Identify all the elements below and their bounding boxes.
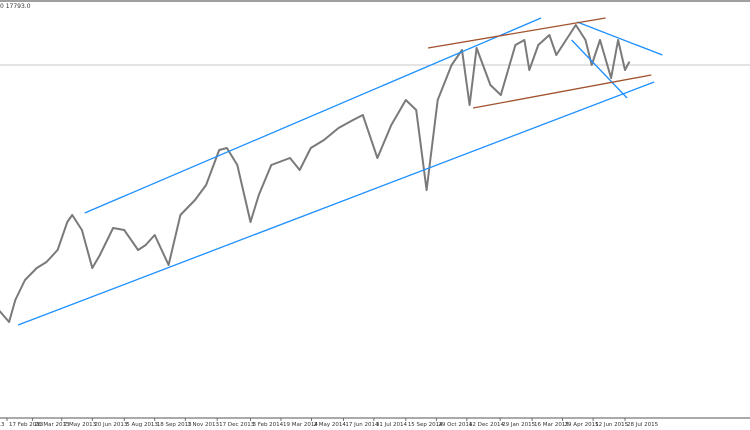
trendline-0[interactable] xyxy=(84,17,542,214)
price-point xyxy=(8,321,10,323)
x-tick-label-partial: 013 xyxy=(0,422,5,428)
price-point xyxy=(405,99,407,101)
price-point xyxy=(249,221,252,223)
price-point xyxy=(468,104,471,106)
x-tick-label: 2 May 2014 xyxy=(313,422,346,428)
x-tick-label: 15 Sep 2014 xyxy=(408,422,443,428)
x-tick-label: 18 Sep 2013 xyxy=(157,422,192,428)
price-point xyxy=(390,124,393,126)
price-point xyxy=(36,267,38,269)
price-point xyxy=(528,69,531,71)
price-point xyxy=(123,229,126,231)
x-tick-label: 29 Jan 2015 xyxy=(502,422,535,428)
price-point xyxy=(167,264,170,266)
price-point xyxy=(309,147,312,149)
price-point xyxy=(205,184,207,186)
price-point xyxy=(179,214,182,216)
trendline-3[interactable] xyxy=(571,39,628,99)
price-series-line xyxy=(0,24,631,323)
price-point xyxy=(270,164,273,166)
price-point xyxy=(14,299,17,301)
x-tick-label: 26 Mar 2013 xyxy=(35,422,70,428)
price-point xyxy=(548,34,551,36)
price-point xyxy=(66,221,69,223)
price-point xyxy=(226,147,228,149)
price-point xyxy=(590,64,593,66)
price-point xyxy=(628,61,630,63)
price-point xyxy=(436,99,439,101)
price-point xyxy=(323,139,325,141)
price-point xyxy=(218,149,221,151)
price-point xyxy=(475,47,478,49)
x-tick-label: 12 Dec 2014 xyxy=(469,422,505,428)
x-tick-label: 5 Aug 2013 xyxy=(126,422,158,428)
x-tick-label: 16 Mar 2015 xyxy=(534,422,569,428)
price-point xyxy=(71,214,73,216)
price-point xyxy=(91,267,94,269)
x-tick-label: 29 Apr 2015 xyxy=(565,422,600,428)
price-point xyxy=(624,69,626,71)
price-point xyxy=(81,229,83,231)
trendline-1[interactable] xyxy=(17,81,655,326)
price-point xyxy=(599,39,601,41)
price-point xyxy=(337,127,340,129)
price-point xyxy=(137,249,139,251)
price-point xyxy=(24,279,26,281)
price-point xyxy=(144,244,147,246)
price-point xyxy=(610,77,612,79)
price-point xyxy=(537,44,540,46)
price-point xyxy=(153,234,156,236)
window-top-border xyxy=(0,0,750,2)
price-point xyxy=(489,84,492,86)
x-tick-label: 20 Jun 2013 xyxy=(94,422,128,428)
price-point xyxy=(56,249,59,251)
price-point xyxy=(194,199,196,201)
price-point xyxy=(450,64,453,66)
price-point xyxy=(500,94,502,96)
price-point xyxy=(514,44,517,46)
x-tick-label: 17 Dec 2013 xyxy=(219,422,255,428)
x-tick-label: 7 May 2013 xyxy=(64,422,97,428)
price-point xyxy=(617,39,619,41)
price-point xyxy=(352,119,354,121)
price-point xyxy=(112,227,114,229)
price-point xyxy=(584,39,587,41)
price-point xyxy=(523,39,526,41)
x-tick-label: 3 Feb 2014 xyxy=(252,422,283,428)
price-point xyxy=(362,114,364,116)
x-tick-label: 17 Feb 2013 xyxy=(9,422,44,428)
x-tick-label: 12 Jun 2015 xyxy=(595,422,629,428)
x-tick-label: 19 Mar 2014 xyxy=(283,422,318,428)
price-point xyxy=(425,189,428,191)
trendline-2[interactable] xyxy=(576,21,663,56)
price-point xyxy=(574,24,577,26)
price-point xyxy=(415,109,418,111)
x-tick-label: 31 Jul 2014 xyxy=(376,422,408,428)
price-readout: 0 17793.0 xyxy=(0,3,31,10)
price-point xyxy=(376,157,379,159)
price-point xyxy=(45,261,48,263)
price-point xyxy=(99,254,101,256)
price-point xyxy=(555,54,558,56)
x-tick-label: 1 Nov 2013 xyxy=(187,422,219,428)
price-point xyxy=(236,164,239,166)
x-tick-label: 17 Jun 2014 xyxy=(345,422,379,428)
price-point xyxy=(461,49,463,51)
price-point xyxy=(298,169,301,171)
x-tick-label: 28 Jul 2015 xyxy=(627,422,659,428)
price-point xyxy=(289,157,291,159)
trendline-4[interactable] xyxy=(427,17,606,49)
price-point xyxy=(257,194,260,196)
trendline-5[interactable] xyxy=(472,74,652,109)
x-tick-label: 29 Oct 2014 xyxy=(438,422,473,428)
